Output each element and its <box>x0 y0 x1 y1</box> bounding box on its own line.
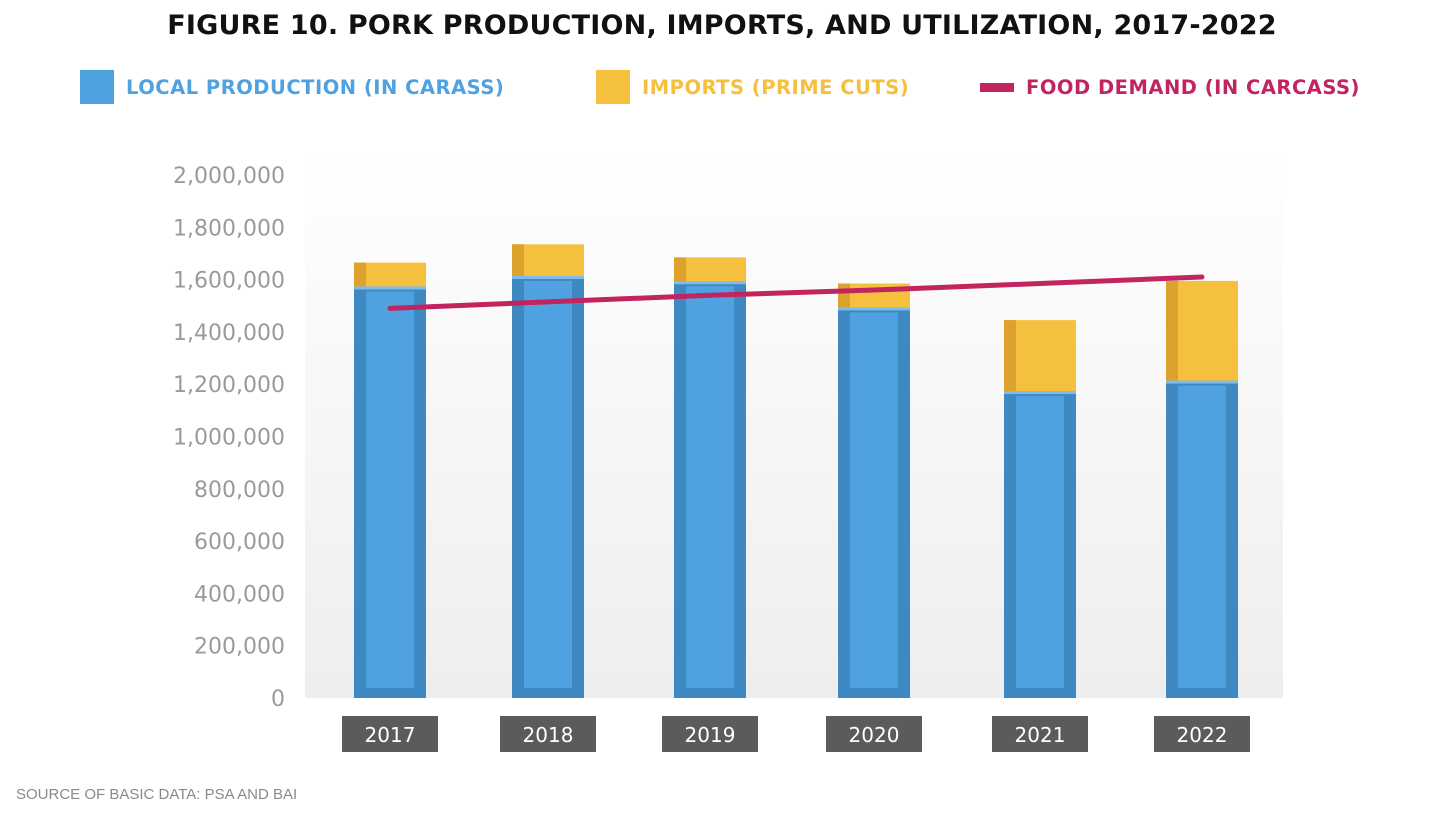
chart-title: FIGURE 10. PORK PRODUCTION, IMPORTS, AND… <box>167 10 1277 41</box>
bar-local-production-face <box>1016 396 1064 688</box>
source-note: SOURCE OF BASIC DATA: PSA AND BAI <box>16 786 298 803</box>
legend-label-imports: IMPORTS (PRIME CUTS) <box>642 75 910 99</box>
bar-imports-edge <box>674 257 686 283</box>
legend-item-food-demand: FOOD DEMAND (IN CARCASS) <box>980 70 1360 104</box>
legend-label-food-demand: FOOD DEMAND (IN CARCASS) <box>1026 75 1360 99</box>
bar-local-production-face <box>850 312 898 688</box>
x-tick-box <box>342 716 438 752</box>
x-tick-label: 2020 <box>849 723 900 747</box>
legend-swatch-food-demand <box>980 82 1014 92</box>
y-tick-label: 1,200,000 <box>173 373 285 398</box>
y-tick-label: 1,400,000 <box>173 321 285 346</box>
y-tick-label: 800,000 <box>194 478 285 503</box>
x-tick-box <box>826 716 922 752</box>
bar-local-production-face <box>366 291 414 688</box>
legend-swatch-imports <box>596 70 630 104</box>
bar-imports-edge <box>1004 320 1016 393</box>
series-line-food-demand <box>387 274 1205 311</box>
demand-line <box>387 274 1205 311</box>
y-tick-label: 1,000,000 <box>173 426 285 451</box>
y-tick-label: 2,000,000 <box>173 164 285 189</box>
y-tick-label: 200,000 <box>194 635 285 660</box>
y-tick-label: 600,000 <box>194 530 285 555</box>
x-tick-label: 2018 <box>523 723 574 747</box>
y-tick-label: 400,000 <box>194 582 285 607</box>
bar-imports-edge <box>512 244 524 277</box>
legend-label-local-production: LOCAL PRODUCTION (IN CARASS) <box>126 75 505 99</box>
x-tick-label: 2022 <box>1177 723 1228 747</box>
bar-segment-divider <box>838 307 910 311</box>
x-tick-box <box>662 716 758 752</box>
bars <box>354 244 1238 698</box>
plot-area <box>305 145 1283 698</box>
legend-swatch-local-production <box>80 70 114 104</box>
y-tick-label: 0 <box>271 687 285 712</box>
y-axis: 0 200,000 400,000 600,000 800,000 1,000,000 1,… <box>173 164 285 712</box>
bar-local-production-face <box>686 286 734 688</box>
x-tick-label: 2019 <box>685 723 736 747</box>
x-tick-label: 2021 <box>1015 723 1066 747</box>
x-tick-box <box>500 716 596 752</box>
legend-item-local-production: LOCAL PRODUCTION (IN CARASS) <box>80 70 504 104</box>
x-axis: 2017 2018 2019 2020 2021 2022 <box>342 716 1250 752</box>
bar-imports-edge <box>838 283 850 309</box>
bar-segment-divider <box>1004 391 1076 395</box>
bar-segment-divider <box>512 275 584 279</box>
y-tick-label: 1,600,000 <box>173 269 285 294</box>
x-tick-box <box>992 716 1088 752</box>
bar-segment-divider <box>1166 380 1238 384</box>
bar-local-production-face <box>524 280 572 688</box>
y-tick-label: 1,800,000 <box>173 216 285 241</box>
bar-imports-edge <box>1166 280 1178 382</box>
bar-local-production-face <box>1178 385 1226 688</box>
legend-item-imports: IMPORTS (PRIME CUTS) <box>596 70 909 104</box>
bar-imports-edge <box>354 262 366 288</box>
x-tick-label: 2017 <box>365 723 416 747</box>
x-tick-box <box>1154 716 1250 752</box>
bar-segment-divider <box>354 286 426 290</box>
bar-segment-divider <box>674 281 746 285</box>
